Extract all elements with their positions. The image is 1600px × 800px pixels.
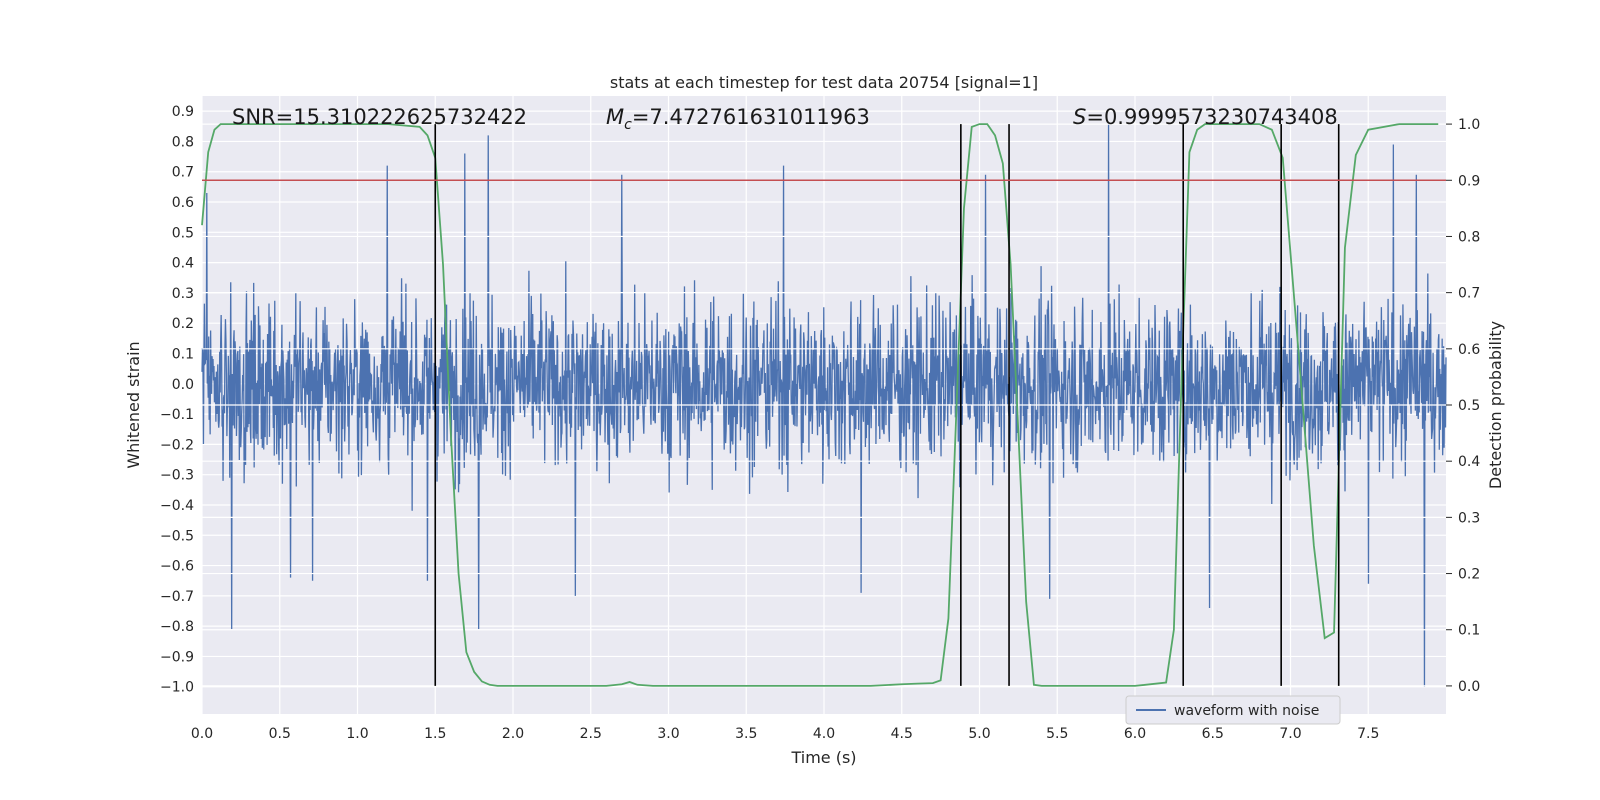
y-left-tick-label: −1.0 bbox=[160, 680, 194, 696]
y-right-tick-label: 0.7 bbox=[1458, 286, 1480, 302]
chirp-mass-value: =7.472761631011963 bbox=[632, 105, 870, 129]
legend: waveform with noise bbox=[1125, 695, 1341, 725]
y-left-tick-label: −0.1 bbox=[160, 407, 194, 423]
x-axis-label: Time (s) bbox=[790, 748, 856, 767]
x-tick-label: 1.5 bbox=[424, 726, 446, 742]
y-left-tick-label: 0.6 bbox=[172, 195, 194, 211]
y-left-tick-label: −0.4 bbox=[160, 498, 194, 514]
y-left-tick-label: −0.5 bbox=[160, 528, 194, 544]
tick-labels: 0.0 0.5 1.0 1.5 2.0 2.5 3.0 3.5 4.0 4.5 5.0 5.5 6.0 6… bbox=[160, 104, 1480, 742]
score-symbol: S bbox=[1073, 105, 1086, 129]
chirp-mass-annotation: Mc=7.472761631011963 bbox=[606, 105, 870, 133]
detection-probability-series bbox=[201, 123, 1439, 687]
y-left-tick-label: 0.1 bbox=[172, 347, 194, 363]
x-tick-label: 2.5 bbox=[580, 726, 602, 742]
y-left-tick-label: 0.5 bbox=[172, 225, 194, 241]
x-tick-label: 0.0 bbox=[191, 726, 213, 742]
snr-annotation: SNR=15.310222625732422 bbox=[232, 105, 527, 129]
x-tick-label: 2.0 bbox=[502, 726, 524, 742]
score-value: =0.9999573230743408 bbox=[1086, 105, 1337, 129]
y-left-tick-label: −0.7 bbox=[160, 589, 194, 605]
y-left-tick-label: 0.4 bbox=[172, 256, 194, 272]
y-axis-left-label: Whitened strain bbox=[124, 341, 143, 468]
y-left-tick-label: 0.9 bbox=[172, 104, 194, 120]
x-tick-label: 4.0 bbox=[813, 726, 835, 742]
legend-label: waveform with noise bbox=[1174, 703, 1319, 719]
y-left-tick-label: 0.8 bbox=[172, 134, 194, 150]
y-right-tick-label: 0.9 bbox=[1458, 173, 1480, 189]
y-right-tick-label: 0.8 bbox=[1458, 229, 1480, 245]
detection-probability-line bbox=[201, 123, 1439, 687]
y-right-tick-label: 0.0 bbox=[1458, 679, 1480, 695]
y-right-tick-label: 0.6 bbox=[1458, 342, 1480, 358]
y-right-tick-label: 0.1 bbox=[1458, 623, 1480, 639]
x-tick-label: 7.0 bbox=[1279, 726, 1301, 742]
x-tick-label: 7.5 bbox=[1357, 726, 1379, 742]
y-left-tick-label: 0.0 bbox=[172, 377, 194, 393]
y-left-tick-label: −0.6 bbox=[160, 559, 194, 575]
y-left-tick-label: −0.3 bbox=[160, 468, 194, 484]
x-tick-label: 0.5 bbox=[269, 726, 291, 742]
waveform-with-noise-line bbox=[201, 123, 1447, 687]
x-tick-label: 6.0 bbox=[1124, 726, 1146, 742]
chart-title: stats at each timestep for test data 207… bbox=[610, 73, 1038, 92]
chirp-mass-subscript: c bbox=[624, 117, 632, 133]
y-right-tick-label: 1.0 bbox=[1458, 117, 1480, 133]
legend-box bbox=[1125, 695, 1341, 725]
y-right-tick-label: 0.2 bbox=[1458, 567, 1480, 583]
y-left-tick-label: −0.2 bbox=[160, 437, 194, 453]
y-left-tick-label: 0.2 bbox=[172, 316, 194, 332]
x-tick-label: 4.5 bbox=[891, 726, 913, 742]
x-tick-label: 6.5 bbox=[1202, 726, 1224, 742]
x-tick-label: 5.5 bbox=[1046, 726, 1068, 742]
y-left-tick-label: −0.8 bbox=[160, 619, 194, 635]
score-annotation: S=0.9999573230743408 bbox=[1073, 105, 1338, 129]
vertical-markers bbox=[434, 124, 1340, 686]
x-tick-label: 3.0 bbox=[657, 726, 679, 742]
y-left-tick-label: −0.9 bbox=[160, 649, 194, 665]
x-tick-label: 1.0 bbox=[346, 726, 368, 742]
y-axis-right-label: Detection probability bbox=[1486, 321, 1505, 489]
y-right-tick-label: 0.4 bbox=[1458, 454, 1480, 470]
y-right-tick-label: 0.5 bbox=[1458, 398, 1480, 414]
x-tick-label: 5.0 bbox=[968, 726, 990, 742]
chirp-mass-symbol: M bbox=[606, 105, 624, 129]
x-tick-label: 3.5 bbox=[735, 726, 757, 742]
y-left-tick-label: 0.7 bbox=[172, 165, 194, 181]
y-right-tick-label: 0.3 bbox=[1458, 510, 1480, 526]
y-left-tick-label: 0.3 bbox=[172, 286, 194, 302]
